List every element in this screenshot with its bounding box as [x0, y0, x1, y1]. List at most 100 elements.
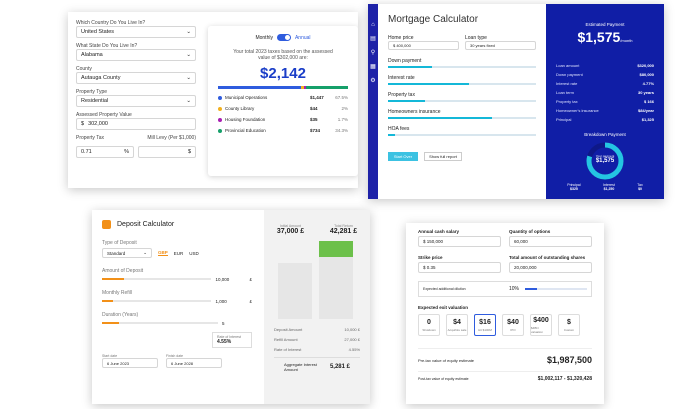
payment-row-label: Homeowner's insurance [556, 108, 599, 113]
monthly-label: Monthly Refill [102, 290, 133, 296]
tax-breakdown-row: County Library $44 2% [218, 106, 348, 111]
payment-row-value: $80,000 [639, 72, 654, 77]
hoa-slider[interactable] [388, 134, 536, 136]
dilution-slider[interactable] [525, 288, 587, 290]
tax-item-name: Municipal Operations [225, 95, 268, 100]
toggle-annual-label[interactable]: Annual [294, 34, 311, 41]
deposit-summary-row: Rate of Interest 4.55% [274, 347, 360, 352]
exit-value: $ [567, 318, 571, 326]
amount-value[interactable]: 10,000 [215, 276, 230, 282]
exit-caption: $4BN valuation [531, 325, 544, 334]
outstanding-input[interactable]: 20,000,000 [509, 262, 592, 273]
monthly-value[interactable]: 1,000 [215, 298, 227, 304]
monthly-slider[interactable] [102, 300, 212, 302]
calculator-icon[interactable]: ▦ [370, 64, 376, 70]
toggle-switch[interactable] [276, 34, 291, 41]
assessed-value-input[interactable]: $302,000 [76, 118, 196, 130]
down-payment-slider[interactable] [388, 66, 536, 68]
loan-type-select[interactable]: 30 years fixed [465, 41, 536, 50]
deposit-type-select[interactable]: Standard ⌄ [102, 248, 152, 258]
deposit-summary-row: Deposit Amount 10,000 £ [274, 327, 360, 332]
exit-option[interactable]: 0 Shutdown [418, 314, 440, 336]
mortgage-title: Mortgage Calculator [388, 14, 479, 25]
exit-caption: Hit $100M [478, 327, 492, 332]
payment-summary: Estimated Payment $1,575/month Loan amou… [546, 4, 664, 199]
legend-label: Tax [637, 183, 643, 187]
property-type-select[interactable]: Residential ⌄ [76, 95, 196, 107]
interest-slider[interactable] [388, 83, 536, 85]
bar-seg [218, 86, 302, 89]
summary-label: Deposit Amount [274, 327, 303, 332]
period-toggle[interactable]: Monthly Annual [218, 34, 348, 41]
salary-input[interactable]: $ 150,000 [418, 236, 501, 247]
home-price-input[interactable]: $ 400,000 [388, 41, 459, 50]
duration-label: Duration (Years) [102, 312, 139, 318]
tax-item-amount: $35 [310, 117, 318, 122]
settings-icon[interactable]: ⚙ [370, 78, 376, 84]
currency-usd[interactable]: USD [189, 250, 199, 256]
chevron-down-icon: ⌄ [143, 250, 147, 255]
search-icon[interactable]: ⚲ [370, 50, 376, 56]
strike-input[interactable]: $ 0.35 [418, 262, 501, 273]
chart-icon[interactable]: ▤ [370, 36, 376, 42]
legend-value: $1,250 [603, 187, 615, 191]
exit-option[interactable]: $400 $4BN valuation [530, 314, 552, 336]
initial-bar [278, 263, 312, 319]
deposit-calculator: Deposit Calculator Type of Deposit Stand… [92, 210, 370, 404]
end-date-input[interactable]: 6 June 2028 [166, 358, 222, 368]
exit-options: 0 Shutdown $4 Acquihire sale $16 Hit $100M $40… [418, 314, 592, 336]
exit-value: $400 [533, 316, 549, 324]
exit-value: $16 [479, 318, 491, 326]
mill-currency: $ [187, 149, 191, 155]
start-date-input[interactable]: 6 June 2023 [102, 358, 158, 368]
currency-eur[interactable]: EUR [173, 250, 184, 256]
bar-seg [301, 86, 304, 89]
side-nav: ⌂ ▤ ⚲ ▦ ⚙ [368, 4, 378, 199]
insurance-slider[interactable] [388, 117, 536, 119]
tax-item-name: Provincial Education [225, 128, 266, 133]
payment-row-label: Interest rate [556, 81, 578, 86]
property-tax-label: Property tax [388, 92, 415, 98]
county-select[interactable]: Autauga County ⌄ [76, 72, 196, 84]
payment-row-value: 30 years [637, 90, 654, 95]
start-over-button[interactable]: Start Over [388, 152, 418, 161]
tax-slider[interactable] [388, 100, 536, 102]
payment-row-label: Property tax [556, 99, 578, 104]
legend-dot [218, 95, 222, 100]
country-select[interactable]: United States ⌄ [76, 26, 196, 38]
state-select[interactable]: Alabama ⌄ [76, 49, 196, 61]
exit-label: Expected exit valuation [418, 305, 469, 310]
calculator-icon [102, 220, 111, 229]
legend-value: $325 [570, 187, 578, 191]
mill-levy-input[interactable]: $ [138, 146, 196, 158]
qty-input[interactable]: 60,000 [509, 236, 592, 247]
posttax-label: Post-tax value of equity estimate [418, 377, 469, 381]
exit-option[interactable]: $ Custom [558, 314, 580, 336]
payment-row: Loan amount $320,000 [556, 63, 654, 68]
duration-value[interactable]: 5 [222, 320, 225, 326]
property-tax-calculator: Which Country Do You Live In? United Sta… [68, 12, 358, 188]
legend-dot [218, 128, 222, 133]
amount-slider[interactable] [102, 278, 212, 280]
summary-value: 27,000 £ [344, 337, 360, 342]
tax-color-bar [218, 86, 348, 89]
deposit-results: Initial Amount 37,000 £ Total Return 42,28… [264, 210, 370, 404]
exit-option[interactable]: $16 Hit $100M [474, 314, 496, 336]
payment-row: Loan term 30 years [556, 90, 654, 95]
state-label: What State Do You Live In? [76, 43, 138, 49]
property-tax-input[interactable]: 0.71% [76, 146, 134, 158]
summary-value: 4.55% [348, 347, 360, 352]
tax-item-pct: 2% [341, 106, 348, 111]
total-return-value: 42,281 £ [329, 228, 358, 235]
exit-option[interactable]: $4 Acquihire sale [446, 314, 468, 336]
currency-gbp[interactable]: GBP [158, 250, 168, 256]
home-icon[interactable]: ⌂ [371, 22, 375, 28]
toggle-monthly-label[interactable]: Monthly [255, 34, 273, 41]
rate-value: 4.55% [217, 339, 232, 345]
duration-slider[interactable] [102, 322, 218, 324]
full-report-button[interactable]: Show full report [424, 152, 462, 161]
property-tax-label: Property Tax [76, 135, 104, 141]
currency-symbol: $ [81, 121, 85, 127]
exit-option[interactable]: $40 IPO [502, 314, 524, 336]
tax-breakdown-list: Municipal Operations $1,447 67.5% County… [218, 95, 348, 133]
